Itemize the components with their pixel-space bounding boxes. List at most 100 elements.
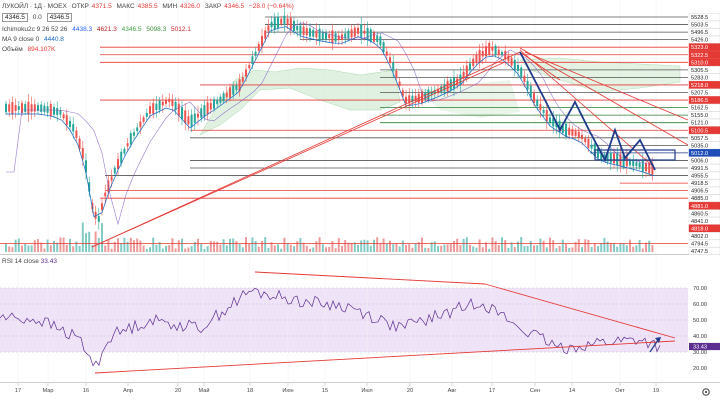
price-label[interactable]: 4918.5 xyxy=(688,179,720,188)
rsi-legend[interactable]: RSI 14 close 33.43 xyxy=(2,258,57,265)
volume-bar xyxy=(142,245,145,252)
price-label[interactable]: 4881.0 xyxy=(688,201,720,210)
candle-body xyxy=(33,104,36,112)
rsi-arrow[interactable] xyxy=(649,339,659,353)
price-label[interactable]: 4747.5 xyxy=(688,247,720,255)
kijun-line[interactable] xyxy=(6,22,655,226)
price-label[interactable]: 4794.5 xyxy=(688,239,720,248)
candle-body xyxy=(209,102,212,110)
candle-body xyxy=(289,17,292,30)
candle-body xyxy=(334,33,337,42)
candle-body xyxy=(136,127,139,132)
price-label[interactable]: 5322.5 xyxy=(688,50,720,59)
price-label[interactable]: 5503.5 xyxy=(688,20,720,29)
price-label[interactable]: 5155.0 xyxy=(688,111,720,120)
volume-bar xyxy=(245,237,247,252)
price-label[interactable]: 5283.0 xyxy=(688,73,720,82)
price-label[interactable]: 5323.0 xyxy=(688,43,720,52)
candle-body xyxy=(449,79,452,90)
price-label[interactable]: 4860.5 xyxy=(688,209,720,218)
price-label[interactable]: 5035.0 xyxy=(688,141,720,150)
price-label[interactable]: 4818.0 xyxy=(688,224,720,233)
price-label[interactable]: 5496.5 xyxy=(688,28,720,37)
price-label[interactable]: 4841.0 xyxy=(688,217,720,225)
volume-bar xyxy=(597,246,599,252)
candle-body xyxy=(213,99,215,109)
price-label[interactable]: 5207.5 xyxy=(688,88,720,97)
horizontal-levels[interactable] xyxy=(0,16,688,244)
trend-lines[interactable] xyxy=(91,47,689,248)
ichimoku-value-3: 4346.5 xyxy=(121,26,142,33)
candle-body xyxy=(309,28,311,37)
symbol-title[interactable]: ЛУКОЙЛ · 1Д · MOEX xyxy=(2,3,67,10)
trend-line[interactable] xyxy=(91,61,506,248)
time-axis[interactable]: 17 Мар 16 Апр 20 Май 18 Июн 15 Июл 20 Авг 17 Сен 14 Окт… xyxy=(15,383,659,394)
gear-icon[interactable] xyxy=(702,388,710,396)
volume-bar xyxy=(17,238,20,252)
candle-body xyxy=(590,144,593,149)
volume-legend[interactable]: Объём 894.107K xyxy=(2,46,58,53)
trend-line[interactable] xyxy=(91,51,521,248)
price-label[interactable]: 5100.5 xyxy=(688,126,720,135)
ask-price-box[interactable]: 4346.5 xyxy=(46,13,73,22)
price-label-text: 5218.0 xyxy=(691,83,708,89)
price-label[interactable]: 5012.0 xyxy=(688,149,720,157)
rsi-line[interactable] xyxy=(0,287,661,367)
volume-bar xyxy=(510,242,513,252)
candle-body xyxy=(286,18,289,25)
price-label[interactable]: 4906.5 xyxy=(688,186,720,195)
rsi-current-label[interactable]: 33.43 xyxy=(689,342,720,351)
price-label[interactable]: 5186.5 xyxy=(688,96,720,104)
volume-bar xyxy=(552,240,555,252)
candle-body xyxy=(405,96,407,103)
ma-legend[interactable]: MA 9 close 0 4440.8 xyxy=(2,36,67,43)
candles[interactable] xyxy=(5,7,655,230)
volume-bar xyxy=(251,237,254,252)
rsi-axis[interactable]: 70.00 60.00 50.00 40.00 30.00 20.00 33.43 xyxy=(689,286,720,372)
candle-body xyxy=(373,32,375,42)
price-label[interactable]: 5006.0 xyxy=(688,156,720,165)
volume-bar xyxy=(155,244,158,252)
price-label[interactable]: 5528.5 xyxy=(688,13,720,21)
trend-line[interactable] xyxy=(519,51,561,81)
volume-bar xyxy=(161,248,164,252)
candle-body xyxy=(337,35,340,41)
rsi-resistance-line[interactable] xyxy=(484,283,676,339)
candle-body xyxy=(648,162,651,174)
candle-body xyxy=(315,30,318,38)
ma-line[interactable] xyxy=(6,26,655,218)
price-label[interactable]: 5305.5 xyxy=(688,66,720,74)
rsi-support-line[interactable] xyxy=(94,340,676,374)
candle-body xyxy=(171,99,174,107)
rsi-resistance-line[interactable] xyxy=(254,271,486,285)
price-label[interactable]: 4955.5 xyxy=(688,171,720,180)
price-label[interactable]: 4991.5 xyxy=(688,164,720,172)
volume-bar xyxy=(606,241,609,252)
volume-bar xyxy=(379,243,382,252)
trend-line[interactable] xyxy=(524,51,689,121)
price-label[interactable]: 5162.5 xyxy=(688,103,720,112)
price-label[interactable]: 5426.0 xyxy=(688,35,720,44)
trend-line[interactable] xyxy=(519,47,689,146)
price-label[interactable]: 5057.5 xyxy=(688,133,720,142)
volume-bar xyxy=(225,245,228,252)
price-label[interactable]: 5218.0 xyxy=(688,81,720,89)
candle-body xyxy=(629,159,631,166)
bid-price-box[interactable]: 4346.5 xyxy=(2,13,28,22)
ichimoku-legend[interactable]: Ichimoku2c 9 26 52 26 4438.3 4621.3 4346… xyxy=(2,26,194,33)
price-label[interactable]: 4885.0 xyxy=(688,194,720,203)
price-label-text: 4906.5 xyxy=(691,189,708,195)
price-label-text: 5528.5 xyxy=(691,15,708,21)
candle-body xyxy=(437,89,439,93)
rsi-lines[interactable] xyxy=(0,271,688,374)
price-label[interactable]: 5310.0 xyxy=(688,58,720,67)
price-label[interactable]: 5121.0 xyxy=(688,118,720,127)
volume-bar xyxy=(619,243,622,252)
volume-bar xyxy=(126,241,129,252)
wave-pattern[interactable] xyxy=(519,51,656,171)
price-pane[interactable] xyxy=(0,0,688,253)
range-box[interactable] xyxy=(594,149,676,161)
price-label[interactable]: 4802.0 xyxy=(688,232,720,240)
